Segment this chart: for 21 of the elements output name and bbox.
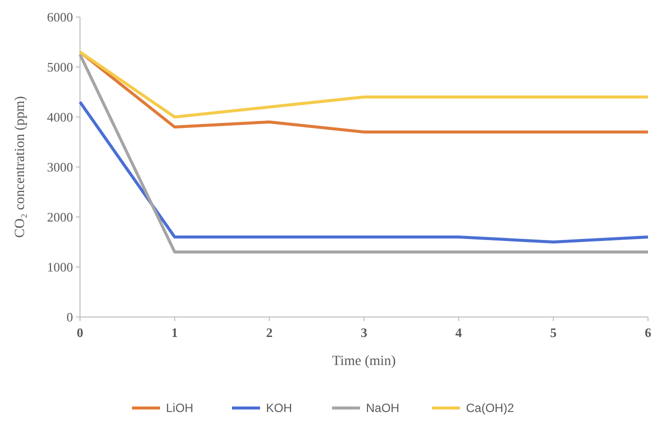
y-tick-label: 0 [66,310,73,325]
y-tick-label: 6000 [47,10,73,25]
x-tick-label: 3 [360,325,368,340]
legend-label: KOH [266,401,292,416]
line-series [78,50,650,118]
legend-label: LiOH [166,401,194,416]
y-tick-label: 2000 [47,210,73,225]
legend-label: Ca(OH)2 [466,401,514,416]
y-axis-title: CO₂ concentration (ppm) [13,96,28,238]
x-tick-label: 6 [644,325,652,340]
y-tick-label: 4000 [47,110,73,125]
y-tick-label: 5000 [47,60,73,75]
y-tick-label: 3000 [47,160,73,175]
x-tick-label: 1 [171,325,178,340]
x-tick-label: 4 [455,325,462,340]
x-tick-label: 5 [550,325,558,340]
legend-label: NaOH [366,401,400,416]
x-tick-label: 2 [266,325,273,340]
x-axis-title: Time (min) [332,354,396,369]
x-tick-label: 0 [76,325,84,340]
y-tick-label: 1000 [47,260,73,275]
